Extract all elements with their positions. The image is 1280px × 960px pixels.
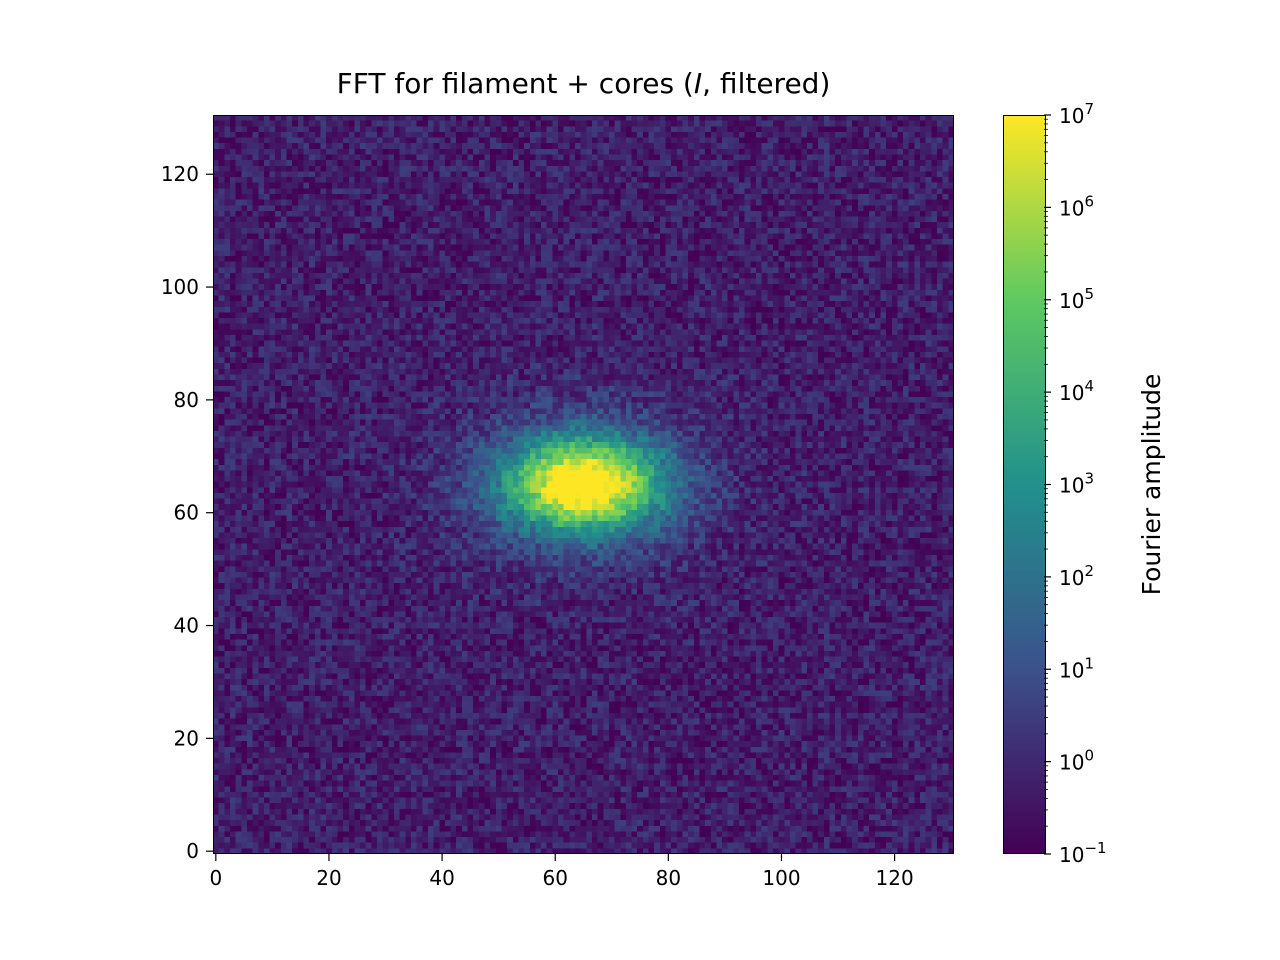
colorbar-tick-label: 103 <box>1059 470 1094 498</box>
x-tick-label: 80 <box>656 866 681 890</box>
chart-title-prefix: FFT for filament + cores ( <box>336 67 694 100</box>
y-tick-label: 20 <box>174 726 199 750</box>
x-axis: 0 20 40 60 80 100 120 <box>209 854 914 890</box>
y-tick-label: 0 <box>186 839 199 863</box>
x-tick-label: 0 <box>209 866 222 890</box>
colorbar-label: Fourier amplitude <box>1137 374 1166 596</box>
chart-title: FFT for filament + cores (I, filtered) <box>213 64 954 104</box>
colorbar-tick-label: 105 <box>1059 285 1094 313</box>
fft-heatmap <box>213 115 954 854</box>
chart-title-italic: I <box>693 67 703 100</box>
y-axis: 0 20 40 60 80 100 120 <box>161 162 213 863</box>
colorbar-tick-label: 106 <box>1059 192 1094 220</box>
colorbar-tick-label: 10−1 <box>1059 839 1107 867</box>
y-tick-label: 60 <box>174 501 199 525</box>
x-tick-label: 40 <box>429 866 454 890</box>
y-tick-label: 100 <box>161 275 199 299</box>
colorbar <box>1004 115 1045 854</box>
colorbar-tick-label: 101 <box>1059 654 1094 682</box>
colorbar-axis: 10−1 100 101 102 103 104 105 106 107 <box>1044 100 1107 867</box>
colorbar-tick-label: 107 <box>1059 100 1094 128</box>
y-tick-label: 80 <box>174 388 199 412</box>
colorbar-tick-label: 104 <box>1059 377 1094 405</box>
x-tick-label: 120 <box>876 866 914 890</box>
x-tick-label: 20 <box>316 866 341 890</box>
x-tick-label: 60 <box>542 866 567 890</box>
colorbar-tick-label: 100 <box>1059 747 1094 775</box>
colorbar-tick-label: 102 <box>1059 562 1094 590</box>
y-tick-label: 40 <box>174 614 199 638</box>
x-tick-label: 100 <box>762 866 800 890</box>
y-tick-label: 120 <box>161 162 199 186</box>
chart-title-suffix: , filtered) <box>702 67 831 100</box>
